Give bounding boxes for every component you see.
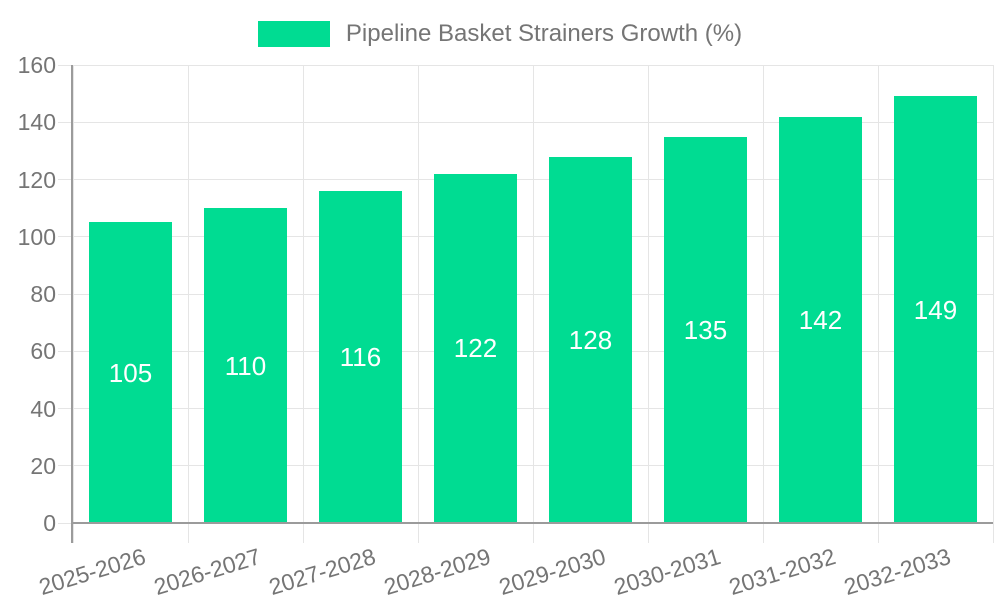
x-grid-line — [72, 65, 74, 523]
x-grid-line — [647, 65, 649, 523]
bar-value-label: 128 — [568, 324, 613, 355]
x-tick-mark — [302, 523, 304, 543]
bar — [664, 136, 747, 523]
legend-swatch — [257, 21, 330, 47]
bar — [89, 222, 172, 523]
x-grid-line — [992, 65, 994, 523]
x-tick-label: 2026-2027 — [150, 543, 264, 600]
x-axis-line — [71, 522, 993, 524]
bar-value-label: 142 — [798, 304, 843, 335]
y-tick-label: 60 — [30, 338, 56, 365]
legend: Pipeline Basket Strainers Growth (%) — [0, 20, 1000, 48]
y-axis-line — [71, 65, 73, 543]
bar — [549, 156, 632, 523]
x-tick-mark — [72, 523, 74, 543]
bar — [204, 208, 287, 523]
x-tick-mark — [187, 523, 189, 543]
bar-value-label: 116 — [339, 341, 382, 372]
bar — [894, 96, 977, 523]
bar — [319, 190, 402, 523]
y-tick-mark — [58, 408, 73, 409]
x-grid-line — [187, 65, 189, 523]
y-tick-label: 20 — [30, 452, 56, 479]
x-tick-label: 2027-2028 — [265, 543, 379, 600]
x-tick-mark — [762, 523, 764, 543]
y-tick-label: 40 — [30, 395, 56, 422]
x-tick-label: 2025-2026 — [35, 543, 149, 600]
y-tick-label: 160 — [17, 52, 56, 78]
bar-value-label: 110 — [224, 350, 267, 381]
x-tick-mark — [647, 523, 649, 543]
x-tick-mark — [877, 523, 879, 543]
y-tick-label: 80 — [30, 281, 56, 307]
x-grid-line — [532, 65, 534, 523]
x-tick-label: 2028-2029 — [380, 543, 494, 600]
y-tick-label: 120 — [17, 166, 56, 193]
legend-label: Pipeline Basket Strainers Growth (%) — [345, 20, 743, 47]
x-tick-label: 2032-2033 — [840, 543, 954, 600]
x-grid-line — [417, 65, 419, 523]
x-grid-line — [877, 65, 879, 523]
bar-value-label: 149 — [913, 294, 958, 325]
y-tick-mark — [58, 293, 73, 295]
x-tick-label: 2029-2030 — [495, 543, 609, 600]
x-tick-mark — [532, 523, 534, 543]
y-tick-label: 140 — [17, 109, 56, 136]
bar — [434, 173, 517, 523]
y-tick-mark — [58, 179, 73, 180]
x-grid-line — [762, 65, 764, 523]
y-tick-label: 0 — [43, 510, 56, 536]
x-grid-line — [302, 65, 304, 523]
y-tick-label: 100 — [17, 223, 56, 250]
x-tick-label: 2030-2031 — [610, 543, 724, 600]
bar — [779, 116, 862, 523]
x-tick-mark — [992, 523, 994, 543]
y-tick-mark — [58, 236, 73, 238]
x-tick-label: 2031-2032 — [725, 543, 839, 600]
bar-value-label: 135 — [683, 314, 728, 345]
bar-value-label: 122 — [453, 333, 498, 364]
x-tick-mark — [417, 523, 419, 543]
y-tick-mark — [58, 350, 73, 352]
bar-value-label: 105 — [108, 357, 153, 388]
y-tick-mark — [58, 121, 73, 123]
y-tick-mark — [58, 465, 73, 467]
y-tick-mark — [58, 64, 73, 66]
y-tick-mark — [58, 522, 73, 524]
